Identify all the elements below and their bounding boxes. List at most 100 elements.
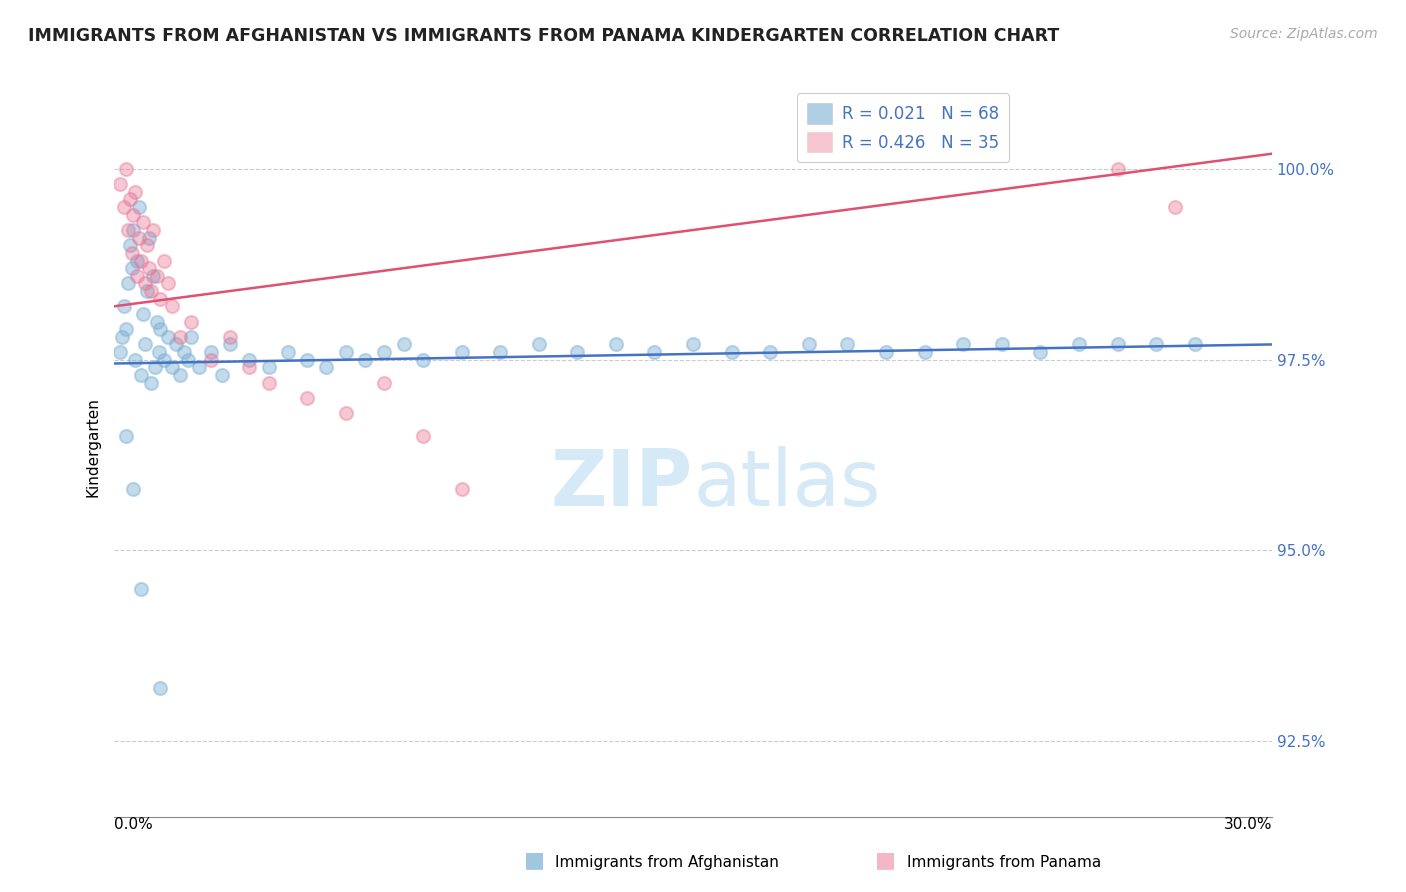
Point: [335, 406, 357, 420]
Point: [145, 268, 167, 283]
Point: [124, 185, 146, 199]
Y-axis label: Kindergarten: Kindergarten: [86, 398, 100, 498]
Point: [797, 337, 820, 351]
Point: [148, 345, 170, 359]
Point: [118, 238, 141, 252]
Point: [1144, 337, 1167, 351]
Point: [952, 337, 974, 351]
Point: [173, 345, 195, 359]
Point: [121, 246, 143, 260]
Point: [153, 352, 176, 367]
Point: [136, 238, 159, 252]
Point: [605, 337, 627, 351]
Point: [111, 330, 134, 344]
Point: [1107, 161, 1129, 176]
Point: [720, 345, 742, 359]
Point: [211, 368, 233, 382]
Point: [142, 223, 165, 237]
Point: [114, 161, 136, 176]
Point: [112, 200, 135, 214]
Point: [295, 391, 318, 405]
Point: [567, 345, 589, 359]
Point: [1067, 337, 1090, 351]
Point: [450, 345, 472, 359]
Point: [315, 360, 337, 375]
Point: [160, 360, 183, 375]
Point: [114, 322, 136, 336]
Point: [295, 352, 318, 367]
Point: [1029, 345, 1052, 359]
Point: [990, 337, 1012, 351]
Point: [354, 352, 377, 367]
Point: [117, 277, 139, 291]
Text: 0.0%: 0.0%: [114, 817, 153, 832]
Point: [127, 253, 149, 268]
Text: ■: ■: [876, 850, 896, 870]
Point: [122, 483, 145, 497]
Point: [219, 330, 242, 344]
Point: [527, 337, 550, 351]
Legend: R = 0.021   N = 68, R = 0.426   N = 35: R = 0.021 N = 68, R = 0.426 N = 35: [797, 93, 1010, 162]
Point: [412, 352, 434, 367]
Point: [335, 345, 357, 359]
Text: Immigrants from Panama: Immigrants from Panama: [907, 855, 1101, 870]
Point: [139, 376, 162, 390]
Point: [118, 193, 141, 207]
Text: ZIP: ZIP: [551, 446, 693, 523]
Point: [165, 337, 187, 351]
Point: [128, 230, 150, 244]
Point: [139, 284, 162, 298]
Point: [127, 268, 149, 283]
Point: [169, 330, 191, 344]
Point: [142, 268, 165, 283]
Point: [124, 352, 146, 367]
Point: [1164, 200, 1187, 214]
Point: [129, 582, 152, 596]
Text: Immigrants from Afghanistan: Immigrants from Afghanistan: [555, 855, 779, 870]
Point: [138, 261, 160, 276]
Point: [180, 314, 202, 328]
Text: 30.0%: 30.0%: [1223, 817, 1272, 832]
Point: [149, 292, 172, 306]
Point: [157, 277, 180, 291]
Point: [412, 429, 434, 443]
Point: [875, 345, 897, 359]
Point: [121, 261, 143, 276]
Point: [129, 368, 152, 382]
Point: [134, 337, 156, 351]
Point: [238, 352, 260, 367]
Point: [149, 322, 172, 336]
Point: [392, 337, 415, 351]
Point: [143, 360, 166, 375]
Point: [136, 284, 159, 298]
Point: [138, 230, 160, 244]
Point: [180, 330, 202, 344]
Point: [682, 337, 704, 351]
Point: [176, 352, 198, 367]
Point: [373, 376, 395, 390]
Point: [257, 360, 280, 375]
Point: [132, 215, 155, 229]
Point: [200, 345, 222, 359]
Point: [1107, 337, 1129, 351]
Point: [132, 307, 155, 321]
Point: [122, 208, 145, 222]
Point: [837, 337, 859, 351]
Point: [200, 352, 222, 367]
Point: [122, 223, 145, 237]
Text: atlas: atlas: [693, 446, 880, 523]
Point: [643, 345, 665, 359]
Point: [114, 429, 136, 443]
Point: [112, 299, 135, 313]
Point: [157, 330, 180, 344]
Point: [219, 337, 242, 351]
Point: [129, 253, 152, 268]
Point: [145, 314, 167, 328]
Point: [128, 200, 150, 214]
Text: ■: ■: [524, 850, 544, 870]
Text: IMMIGRANTS FROM AFGHANISTAN VS IMMIGRANTS FROM PANAMA KINDERGARTEN CORRELATION C: IMMIGRANTS FROM AFGHANISTAN VS IMMIGRANT…: [28, 27, 1059, 45]
Point: [759, 345, 782, 359]
Point: [489, 345, 512, 359]
Point: [257, 376, 280, 390]
Point: [169, 368, 191, 382]
